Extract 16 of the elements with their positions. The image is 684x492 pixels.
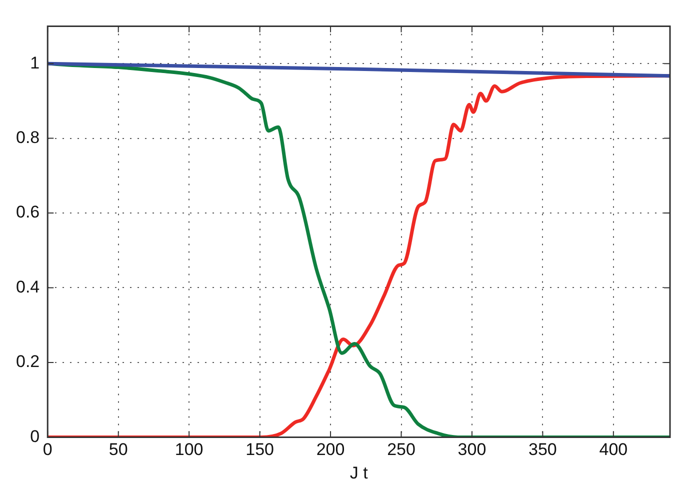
y-tick-label: 1 <box>30 53 40 72</box>
x-tick-label: 50 <box>108 440 128 460</box>
x-tick-label: 250 <box>387 440 416 460</box>
y-tick-label: 0.6 <box>16 202 40 222</box>
x-tick-label: 350 <box>528 440 557 460</box>
y-tick-label: 0.8 <box>16 128 40 147</box>
x-tick-label: 300 <box>458 440 486 460</box>
x-tick-label: 150 <box>246 440 274 460</box>
y-tick-label: 0.2 <box>16 352 40 372</box>
x-tick-label: 400 <box>599 440 628 460</box>
y-tick-label: 0 <box>30 426 40 446</box>
x-tick-label: 200 <box>316 440 345 460</box>
x-tick-label: 100 <box>174 440 204 460</box>
x-axis-title: J t <box>350 463 368 482</box>
x-tick-label: 0 <box>42 440 52 460</box>
y-tick-label: 0.4 <box>16 277 40 296</box>
